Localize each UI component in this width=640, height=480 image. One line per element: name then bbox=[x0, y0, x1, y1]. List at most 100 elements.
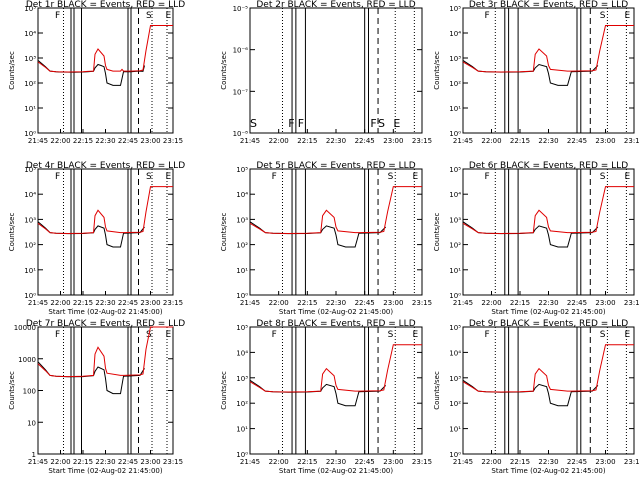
y-tick-label: 10⁴ bbox=[236, 191, 248, 199]
y-tick-label: 10⁴ bbox=[449, 349, 461, 357]
x-tick-label: 23:00 bbox=[595, 137, 615, 145]
event-marker-label: F bbox=[484, 11, 489, 21]
y-tick-label: 10³ bbox=[449, 375, 461, 383]
event-marker-label: F bbox=[55, 330, 60, 340]
series-line-events bbox=[462, 221, 599, 248]
y-axis-label: Counts/sec bbox=[433, 51, 441, 90]
x-tick-label: 23:15 bbox=[412, 458, 432, 466]
event-marker-label: S bbox=[146, 172, 152, 182]
y-tick-label: 10⁵ bbox=[449, 166, 461, 174]
y-tick-label: 10¹ bbox=[449, 426, 461, 434]
plot-frame bbox=[249, 326, 423, 455]
y-tick-label: 10⁰ bbox=[24, 292, 36, 300]
y-tick-label: 10⁵ bbox=[449, 5, 461, 13]
plot-frame bbox=[37, 326, 174, 455]
series-line-lld bbox=[249, 344, 422, 393]
event-marker-label: E bbox=[625, 172, 631, 182]
y-tick-label: 10⁵ bbox=[449, 324, 461, 332]
event-marker-label: E bbox=[166, 11, 172, 21]
x-tick-label: 22:45 bbox=[355, 299, 375, 307]
x-tick-label: 22:45 bbox=[567, 458, 587, 466]
y-tick-label: 10² bbox=[449, 242, 461, 250]
panel-title: Det 4r BLACK = Events, RED = LLD bbox=[26, 161, 185, 171]
x-tick-label: 23:15 bbox=[163, 137, 183, 145]
x-tick-label: 22:30 bbox=[538, 458, 558, 466]
event-marker-label: S bbox=[600, 11, 606, 21]
event-marker-label: F bbox=[288, 117, 294, 130]
panel-title: Det 7r BLACK = Events, RED = LLD bbox=[26, 319, 185, 329]
x-tick-label: 22:00 bbox=[50, 137, 70, 145]
x-tick-label: 22:30 bbox=[326, 137, 346, 145]
y-tick-label: 10⁴ bbox=[24, 30, 36, 38]
x-tick-label: 21:45 bbox=[28, 458, 48, 466]
series-line-lld bbox=[462, 25, 634, 73]
panel-title: Det 6r BLACK = Events, RED = LLD bbox=[469, 161, 628, 171]
x-tick-label: 22:00 bbox=[50, 299, 70, 307]
x-tick-label: 22:15 bbox=[510, 458, 530, 466]
series-line-lld bbox=[37, 25, 173, 73]
x-tick-label: 22:00 bbox=[269, 299, 289, 307]
event-marker-label: S bbox=[250, 117, 257, 130]
y-axis-label: Counts/sec bbox=[220, 371, 228, 410]
y-tick-label: 10⁴ bbox=[236, 349, 248, 357]
detector-panel-2: Det 2r BLACK = Events, RED = LLD 10⁻⁸ 10⁻⁷… bbox=[220, 0, 432, 145]
series-line-lld bbox=[462, 344, 634, 393]
y-tick-label: 10³ bbox=[236, 375, 248, 383]
detector-panel-1: Det 1r BLACK = Events, RED = LLD 10⁰ 10¹ 10… bbox=[8, 0, 185, 145]
y-axis-label: Counts/sec bbox=[433, 371, 441, 410]
y-tick-label: 10⁰ bbox=[449, 130, 461, 138]
event-marker-label: S bbox=[600, 172, 606, 182]
y-tick-label: 10⁴ bbox=[449, 30, 461, 38]
x-tick-label: 22:15 bbox=[510, 137, 530, 145]
y-axis-label: Counts/sec bbox=[8, 213, 16, 252]
series-line-events bbox=[249, 221, 387, 248]
y-tick-label: 10³ bbox=[24, 55, 36, 63]
y-axis-label: Counts/sec bbox=[8, 371, 16, 410]
y-tick-label: 10¹ bbox=[236, 267, 248, 275]
x-tick-label: 21:45 bbox=[28, 137, 48, 145]
x-tick-label: 23:00 bbox=[595, 458, 615, 466]
panel-title: Det 2r BLACK = Events, RED = LLD bbox=[256, 0, 415, 10]
y-tick-label: 1 bbox=[32, 451, 36, 459]
y-tick-label: 10⁰ bbox=[449, 451, 461, 459]
y-tick-label: 10 bbox=[27, 419, 36, 427]
x-tick-label: 22:30 bbox=[95, 137, 115, 145]
plot-frame bbox=[37, 168, 174, 296]
x-tick-label: 21:45 bbox=[240, 458, 260, 466]
series-line-events bbox=[37, 221, 145, 248]
x-tick-label: 23:00 bbox=[595, 299, 615, 307]
plot-frame bbox=[462, 168, 635, 296]
x-axis-label: Start Time (02-Aug-02 21:45:00) bbox=[48, 308, 162, 316]
plot-frame bbox=[249, 7, 423, 134]
y-tick-label: 10³ bbox=[24, 216, 36, 224]
y-tick-label: 10¹ bbox=[449, 105, 461, 113]
y-tick-label: 10¹ bbox=[236, 426, 248, 434]
event-marker-label: E bbox=[166, 172, 172, 182]
y-tick-label: 10⁰ bbox=[24, 130, 36, 138]
series-line-events bbox=[249, 379, 387, 407]
y-tick-label: 10⁴ bbox=[449, 191, 461, 199]
x-tick-label: 23:15 bbox=[624, 137, 640, 145]
event-marker-label: S bbox=[600, 330, 606, 340]
y-axis-label: Counts/sec bbox=[8, 51, 16, 90]
y-tick-label: 10² bbox=[24, 242, 36, 250]
plot-frame bbox=[249, 168, 423, 296]
x-tick-label: 22:30 bbox=[538, 299, 558, 307]
x-tick-label: 23:15 bbox=[163, 458, 183, 466]
y-tick-label: 10¹ bbox=[24, 105, 36, 113]
series-line-lld bbox=[249, 186, 422, 235]
y-tick-label: 10⁵ bbox=[236, 166, 248, 174]
y-tick-label: 10¹ bbox=[449, 267, 461, 275]
panel-title: Det 5r BLACK = Events, RED = LLD bbox=[256, 161, 415, 171]
y-tick-label: 10⁵ bbox=[236, 324, 248, 332]
x-tick-label: 22:45 bbox=[118, 137, 138, 145]
y-tick-label: 10⁻⁸ bbox=[233, 130, 249, 138]
x-tick-label: 22:00 bbox=[481, 137, 501, 145]
x-tick-label: 22:45 bbox=[118, 299, 138, 307]
detector-panel-5: Det 5r BLACK = Events, RED = LLD 10⁰ 10¹ 10… bbox=[220, 161, 432, 316]
x-tick-label: 22:30 bbox=[538, 137, 558, 145]
y-tick-label: 10⁰ bbox=[236, 292, 248, 300]
event-marker-label: F bbox=[55, 11, 60, 21]
x-tick-label: 22:15 bbox=[73, 137, 93, 145]
x-tick-label: 21:45 bbox=[453, 137, 473, 145]
